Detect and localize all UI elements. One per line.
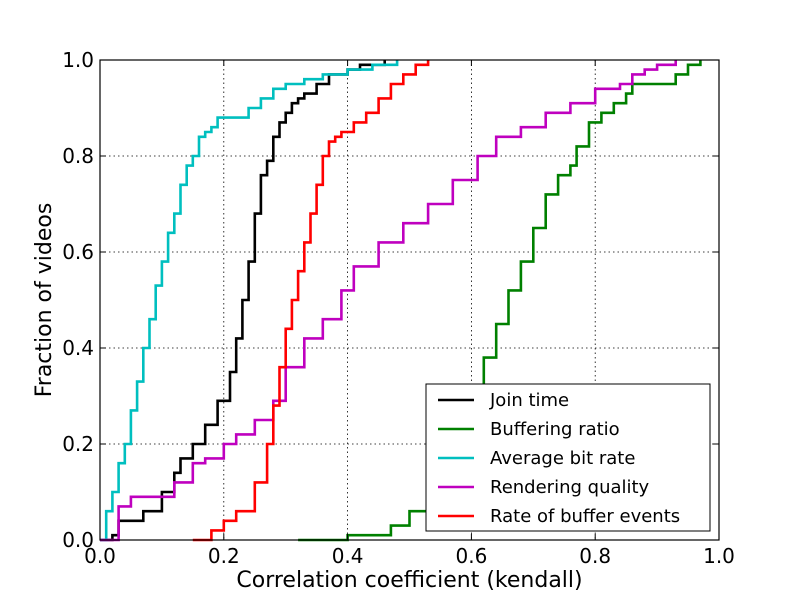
axes-frame bbox=[99, 59, 720, 541]
legend-label: Rate of buffer events bbox=[490, 506, 680, 527]
x-tick-label: 0.2 bbox=[208, 544, 240, 568]
x-tick-label: 0.6 bbox=[455, 544, 487, 568]
x-tick-label: 1.0 bbox=[703, 544, 735, 568]
legend-label: Buffering ratio bbox=[490, 419, 620, 440]
x-tick-label: 0.8 bbox=[579, 544, 611, 568]
y-tick-label: 0.0 bbox=[62, 528, 94, 552]
series-line-rate-of-buffer-events bbox=[192, 60, 430, 542]
legend: Join time Buffering ratio Average bit rate… bbox=[425, 383, 711, 532]
y-tick-label: 0.2 bbox=[62, 432, 94, 456]
series-line-average-bit-rate bbox=[100, 60, 399, 542]
legend-label: Join time bbox=[489, 390, 569, 411]
x-tick-label: 0.0 bbox=[84, 544, 116, 568]
series-line-rendering-quality bbox=[100, 60, 677, 542]
y-tick-label: 0.8 bbox=[62, 144, 94, 168]
x-tick-label: 0.4 bbox=[332, 544, 364, 568]
x-axis-label: Correlation coefficient (kendall) bbox=[236, 568, 582, 593]
y-tick-label: 1.0 bbox=[62, 48, 94, 72]
y-axis-label: Fraction of videos bbox=[32, 203, 57, 398]
y-tick-label: 0.6 bbox=[62, 240, 94, 264]
legend-label: Average bit rate bbox=[490, 448, 635, 469]
legend-label: Rendering quality bbox=[490, 477, 650, 498]
y-tick-label: 0.4 bbox=[62, 336, 94, 360]
